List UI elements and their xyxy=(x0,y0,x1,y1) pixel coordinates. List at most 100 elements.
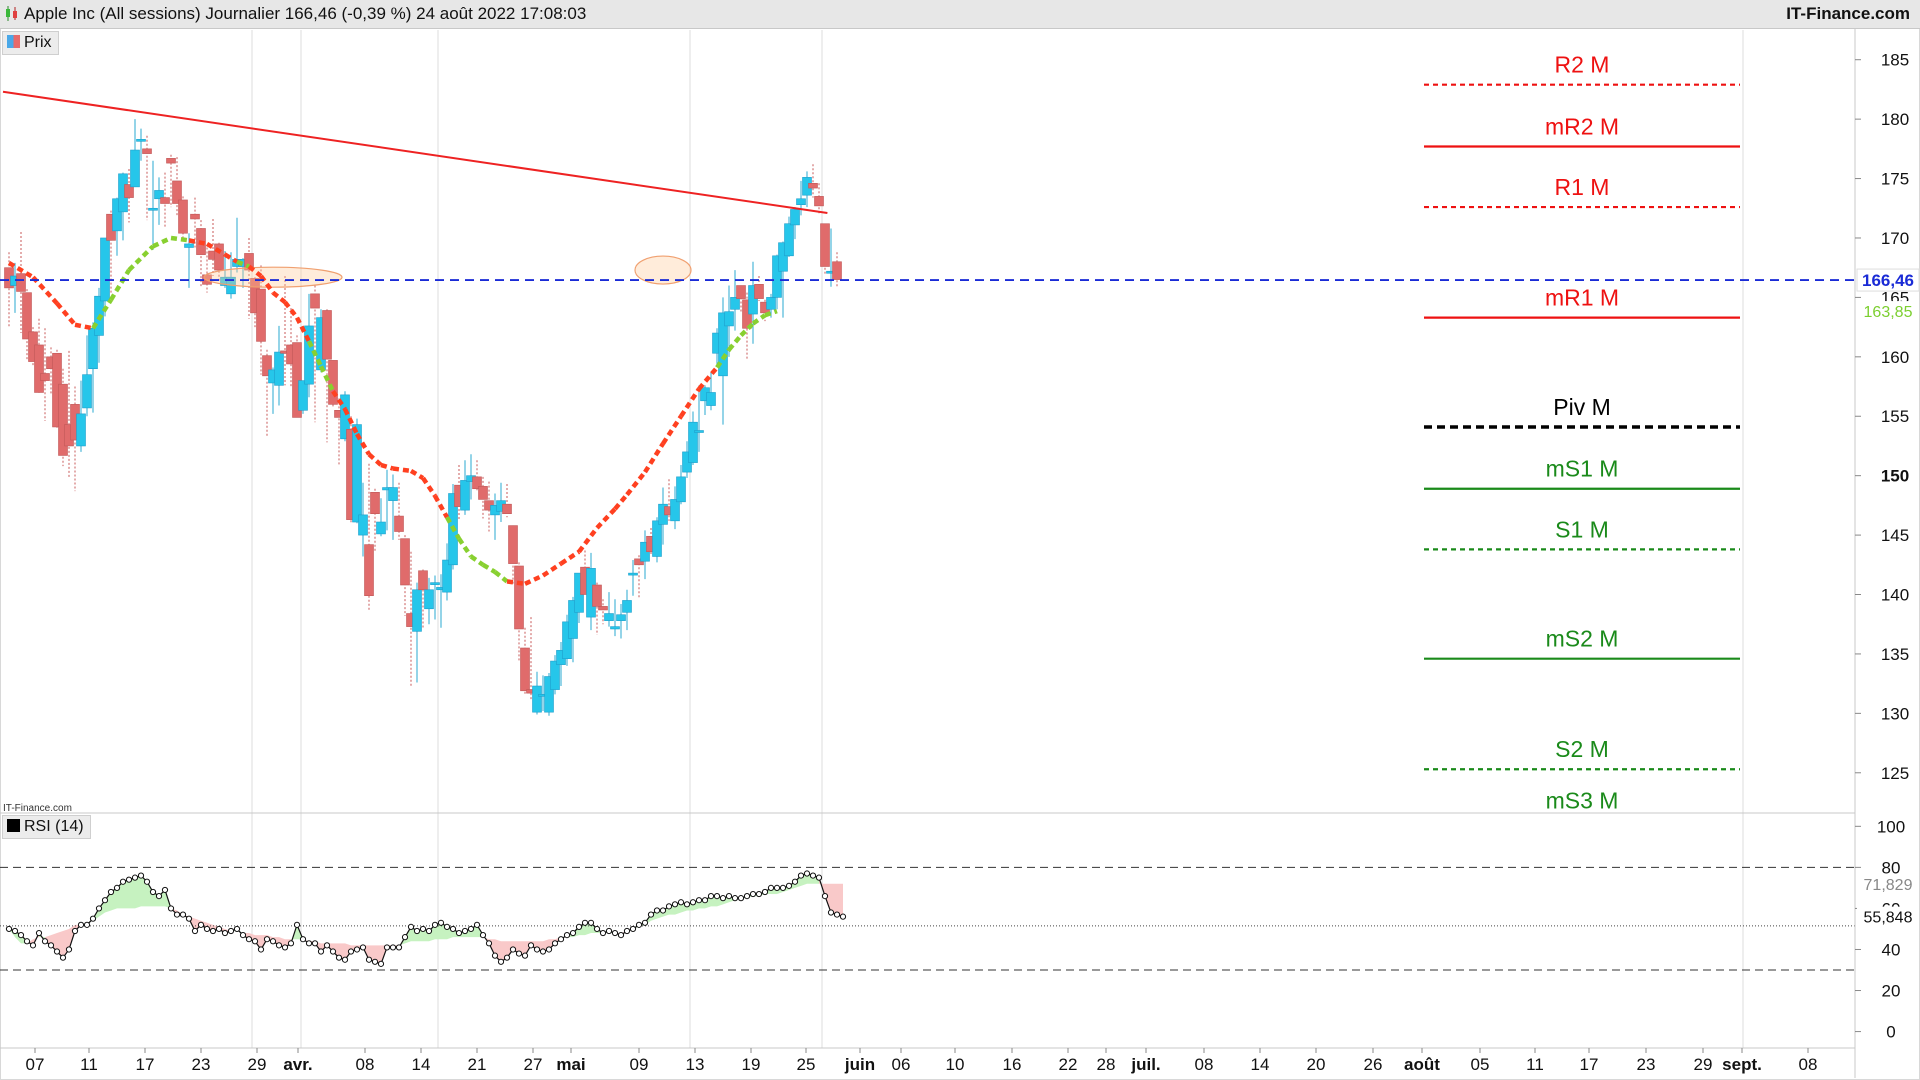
candle-body xyxy=(166,158,176,164)
date-tick-label: sept. xyxy=(1722,1055,1762,1074)
candle-body xyxy=(796,198,806,206)
ma-segment xyxy=(697,366,719,391)
rsi-point xyxy=(95,905,103,912)
ma-value-label: 163,85 xyxy=(1864,304,1913,321)
ma-segment xyxy=(524,573,544,586)
rsi-tick-label: 20 xyxy=(1882,982,1901,1001)
rsi-band xyxy=(585,922,591,936)
ma-segment xyxy=(613,493,629,511)
rsi-point xyxy=(65,946,73,953)
rsi-point xyxy=(71,927,79,935)
rsi-tick-label: 40 xyxy=(1882,940,1901,959)
rsi-legend[interactable]: RSI (14) xyxy=(2,815,91,839)
rsi-point xyxy=(305,940,313,947)
candle-body xyxy=(628,572,638,576)
rsi-point xyxy=(347,948,355,955)
date-tick-label: 17 xyxy=(136,1055,155,1074)
ma-segment xyxy=(409,468,425,480)
ma-segment xyxy=(109,268,131,301)
ma-segment xyxy=(283,300,299,319)
price-tick-label: 170 xyxy=(1881,229,1909,248)
overlays xyxy=(0,90,1855,587)
rsi-point xyxy=(311,940,319,947)
pivot-label: mR1 M xyxy=(1545,285,1619,311)
candle-body xyxy=(718,312,728,377)
candle-body xyxy=(784,223,794,257)
rsi-point xyxy=(77,921,85,928)
candles xyxy=(4,119,842,716)
pivot-label: S1 M xyxy=(1555,516,1609,542)
rsi-point xyxy=(761,888,769,896)
candle-body xyxy=(394,515,404,532)
rsi-point xyxy=(263,936,271,943)
rsi-point xyxy=(605,927,613,935)
candle-body xyxy=(652,520,662,557)
price-legend[interactable]: Prix xyxy=(2,31,59,55)
ma-segment xyxy=(392,466,412,474)
ma-segment xyxy=(188,238,208,247)
candle-body xyxy=(364,544,374,597)
rsi-point xyxy=(125,876,133,883)
rsi-band xyxy=(483,935,489,944)
site-name[interactable]: IT-Finance.com xyxy=(1786,4,1910,23)
candle-body xyxy=(322,310,332,360)
date-tick-label: juil. xyxy=(1130,1055,1160,1074)
ma-segment xyxy=(643,442,665,474)
rsi-point xyxy=(809,872,817,879)
ma-segment xyxy=(457,537,473,558)
date-tick-label: 20 xyxy=(1307,1055,1326,1074)
candle-body xyxy=(154,190,164,200)
rsi-point xyxy=(773,884,781,891)
candle-body xyxy=(172,180,182,204)
price-tick-label: 145 xyxy=(1881,526,1909,545)
trend-line xyxy=(2,90,828,215)
candle-body xyxy=(358,514,368,536)
rsi-point xyxy=(233,925,241,933)
date-tick-label: 06 xyxy=(892,1055,911,1074)
rsi-point xyxy=(317,948,325,955)
date-tick-label: 08 xyxy=(356,1055,375,1074)
rsi-point xyxy=(251,938,259,945)
rsi-point xyxy=(257,946,265,953)
candle-body xyxy=(472,476,482,490)
rsi-point xyxy=(665,903,673,910)
rsi-value-box xyxy=(1857,906,1919,927)
ma-segment xyxy=(55,301,77,327)
rsi-point xyxy=(767,884,775,891)
ma-segment xyxy=(152,235,172,249)
rsi-point xyxy=(719,895,727,902)
date-tick-label: 23 xyxy=(1637,1055,1656,1074)
candle-body xyxy=(40,373,50,381)
title-bar: Apple Inc (All sessions) Journalier 166,… xyxy=(0,0,1920,29)
rsi-point xyxy=(587,919,595,926)
window-title: Apple Inc (All sessions) Journalier 166,… xyxy=(24,4,587,23)
candle-body xyxy=(736,285,746,299)
rsi-point xyxy=(533,946,541,953)
rsi-point xyxy=(389,944,397,951)
rsi-band xyxy=(105,892,111,913)
rsi-point xyxy=(83,921,91,928)
ma-segment xyxy=(433,494,449,519)
rsi-point xyxy=(401,934,409,941)
price-legend-label: Prix xyxy=(24,34,52,51)
date-tick-label: 05 xyxy=(1471,1055,1490,1074)
rsi-point xyxy=(701,897,709,904)
rsi-point xyxy=(275,942,283,949)
rsi-point xyxy=(143,878,151,885)
rsi-point xyxy=(725,893,733,900)
rsi-point xyxy=(407,923,415,930)
rsi-band xyxy=(837,883,843,917)
date-tick-label: juin xyxy=(844,1055,875,1074)
rsi-point xyxy=(221,929,229,937)
date-tick-label: mai xyxy=(556,1055,585,1074)
rsi-point xyxy=(707,893,715,900)
last-price-label: 166,46 xyxy=(1862,271,1914,290)
rsi-point xyxy=(329,948,337,955)
date-tick-label: 14 xyxy=(412,1055,431,1074)
candle-body xyxy=(676,476,686,503)
rsi-point xyxy=(335,954,343,961)
rsi-point xyxy=(509,946,517,953)
rsi-point xyxy=(551,940,559,947)
rsi-point xyxy=(623,927,631,935)
rsi-point xyxy=(563,932,571,939)
